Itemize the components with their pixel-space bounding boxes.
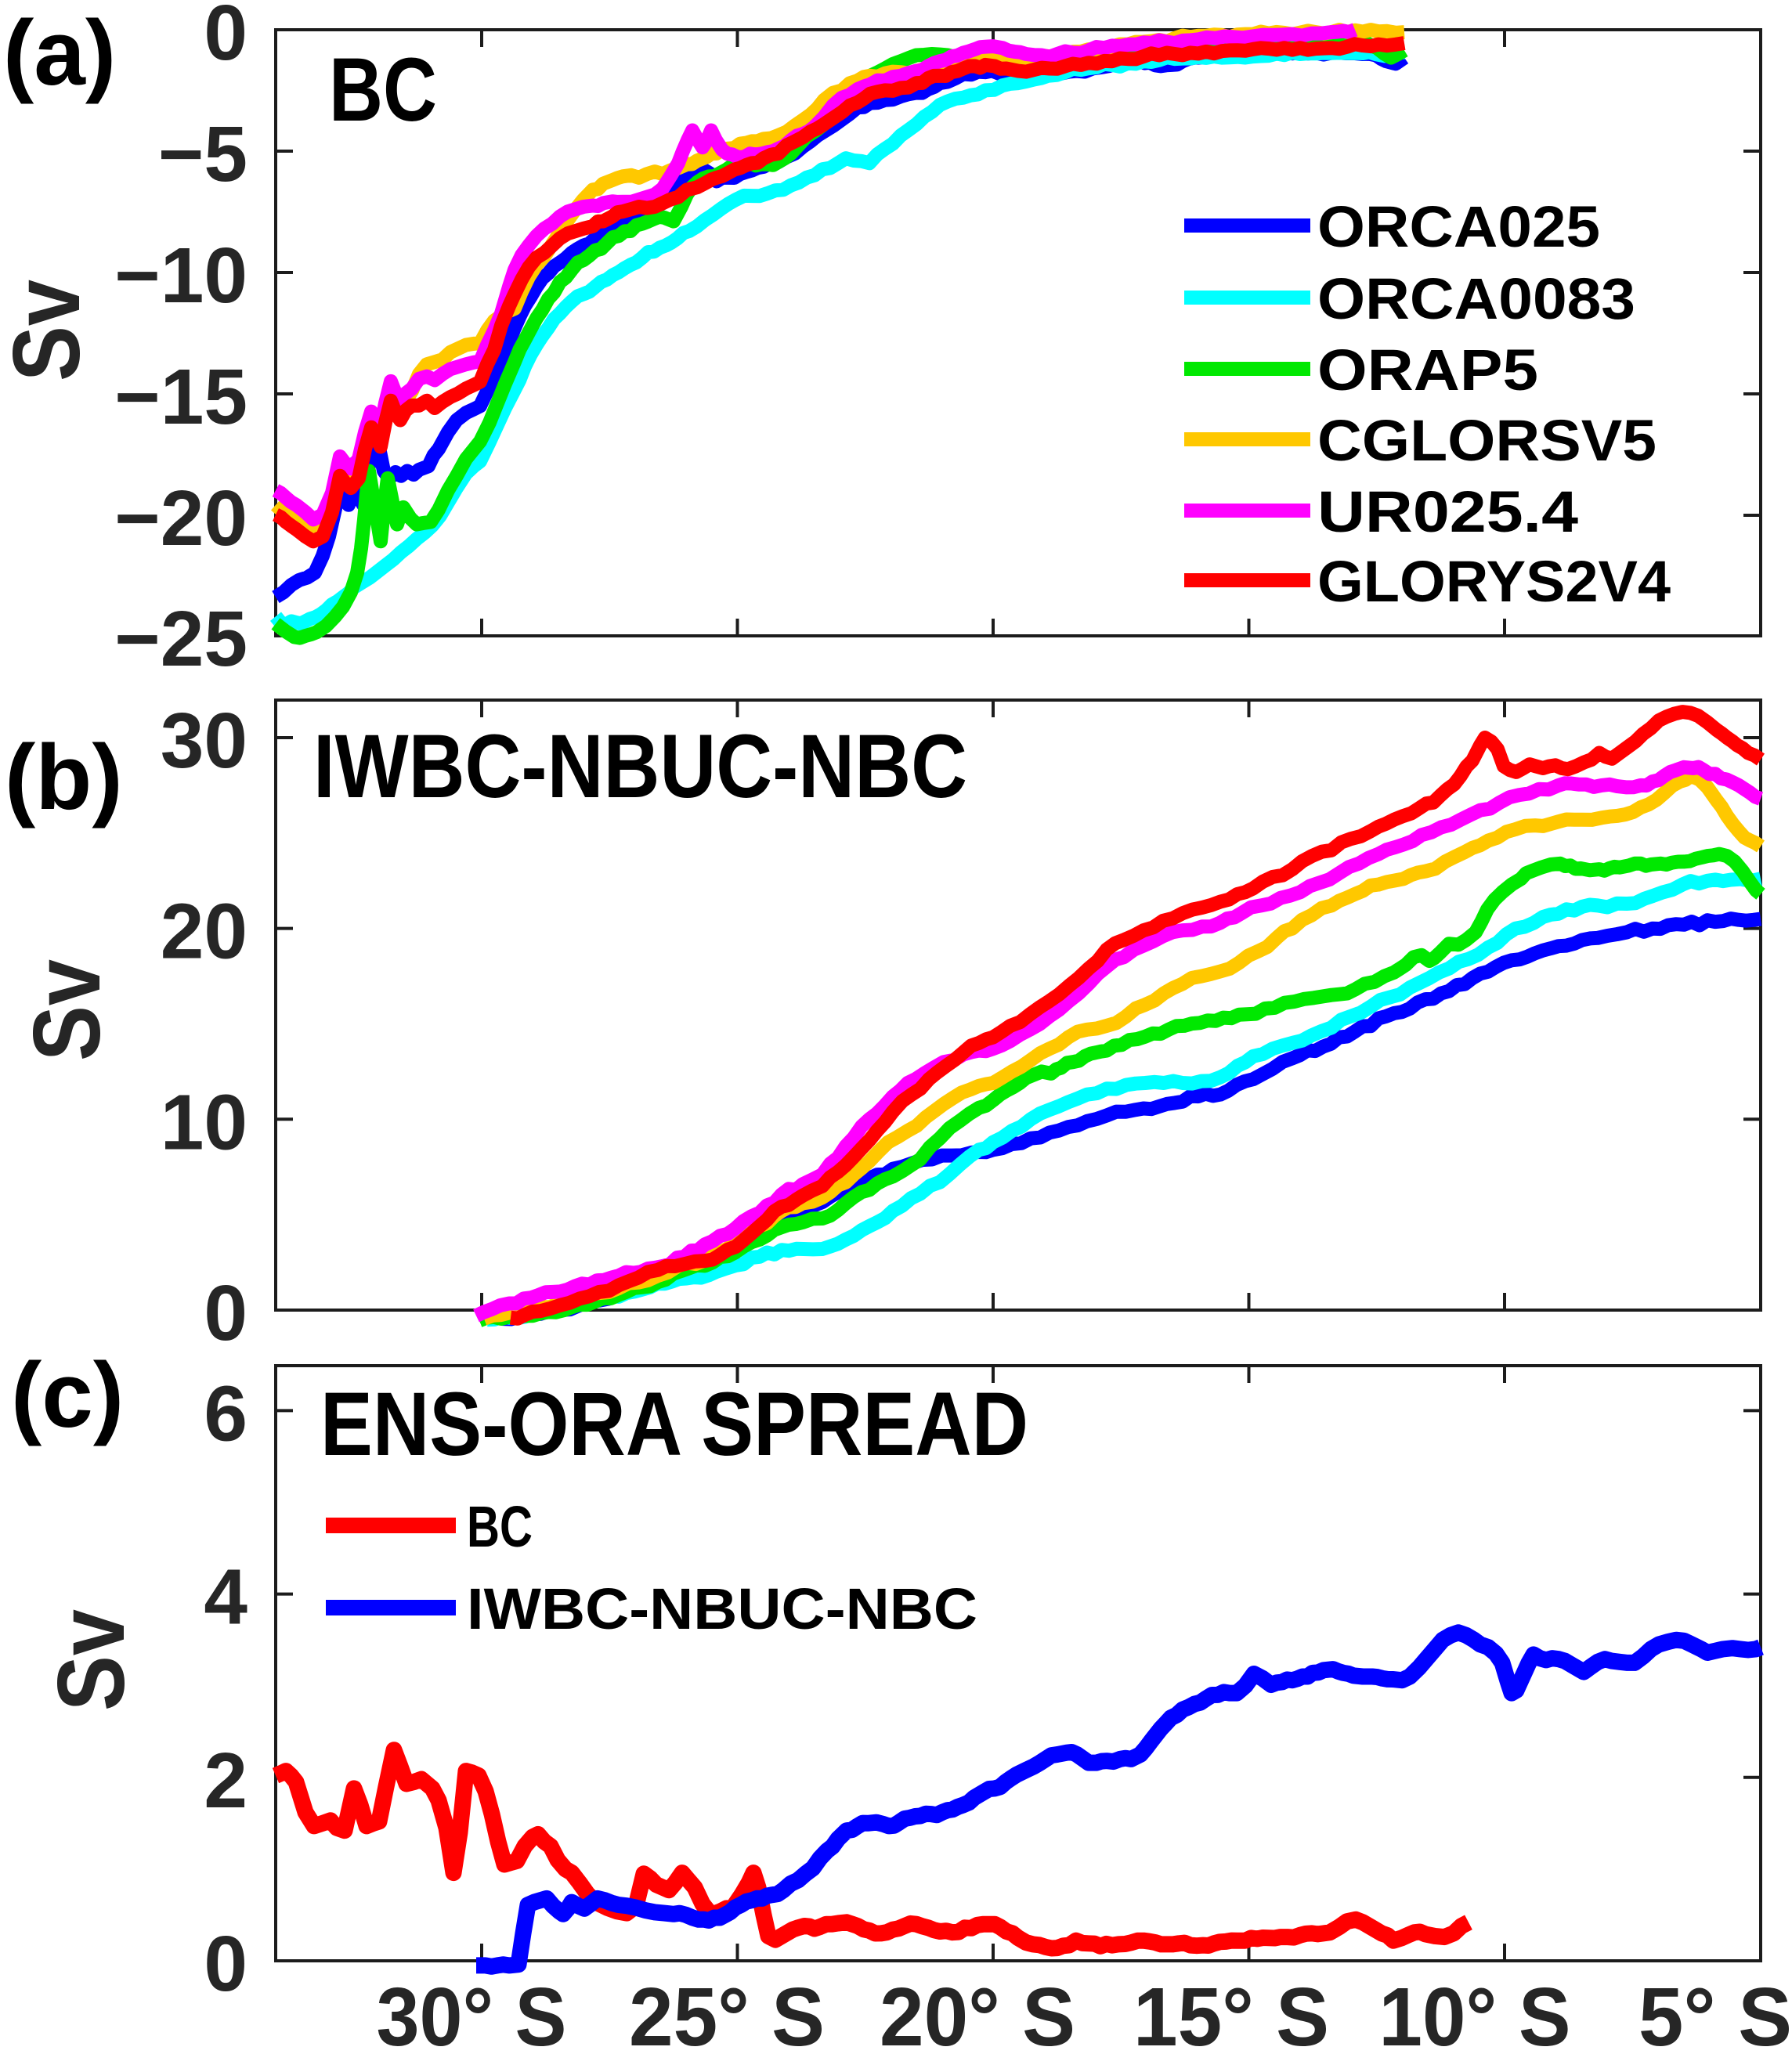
svg-text:−10: −10 [114, 232, 247, 319]
svg-text:4: 4 [204, 1554, 247, 1641]
svg-text:−25: −25 [114, 595, 247, 683]
svg-text:Sv: Sv [13, 959, 120, 1061]
svg-text:GLORYS2V4: GLORYS2V4 [1317, 549, 1671, 614]
svg-text:ORCA0083: ORCA0083 [1317, 266, 1635, 331]
svg-text:Sv: Sv [38, 1609, 144, 1711]
svg-text:6: 6 [204, 1370, 247, 1457]
svg-text:IWBC-NBUC-NBC: IWBC-NBUC-NBC [467, 1576, 977, 1641]
svg-text:ORCA025: ORCA025 [1317, 194, 1600, 259]
svg-text:20: 20 [161, 888, 247, 976]
svg-text:(c): (c) [11, 1344, 124, 1447]
svg-text:10: 10 [161, 1078, 247, 1166]
svg-text:5° S: 5° S [1638, 1971, 1792, 2050]
svg-text:BC: BC [329, 40, 437, 140]
svg-text:30° S: 30° S [377, 1971, 567, 2050]
svg-text:0: 0 [204, 1269, 247, 1357]
svg-text:IWBC-NBUC-NBC: IWBC-NBUC-NBC [313, 717, 967, 817]
svg-text:20° S: 20° S [880, 1971, 1075, 2050]
svg-text:UR025.4: UR025.4 [1317, 479, 1578, 544]
svg-text:BC: BC [467, 1494, 533, 1559]
svg-text:−15: −15 [114, 353, 247, 441]
svg-text:−20: −20 [114, 475, 247, 562]
svg-text:25° S: 25° S [629, 1971, 825, 2050]
svg-text:30: 30 [161, 697, 247, 785]
svg-text:−5: −5 [158, 110, 247, 198]
svg-text:(b): (b) [5, 726, 123, 829]
svg-text:(a): (a) [3, 2, 116, 105]
svg-text:ENS-ORA SPREAD: ENS-ORA SPREAD [320, 1374, 1028, 1475]
svg-text:0: 0 [204, 1920, 247, 2008]
svg-text:Sv: Sv [0, 280, 99, 381]
svg-text:15° S: 15° S [1133, 1971, 1329, 2050]
svg-text:CGLORSV5: CGLORSV5 [1317, 408, 1657, 473]
svg-text:10° S: 10° S [1379, 1971, 1571, 2050]
svg-text:0: 0 [204, 0, 247, 77]
svg-text:2: 2 [204, 1737, 247, 1825]
svg-text:ORAP5: ORAP5 [1317, 338, 1538, 402]
